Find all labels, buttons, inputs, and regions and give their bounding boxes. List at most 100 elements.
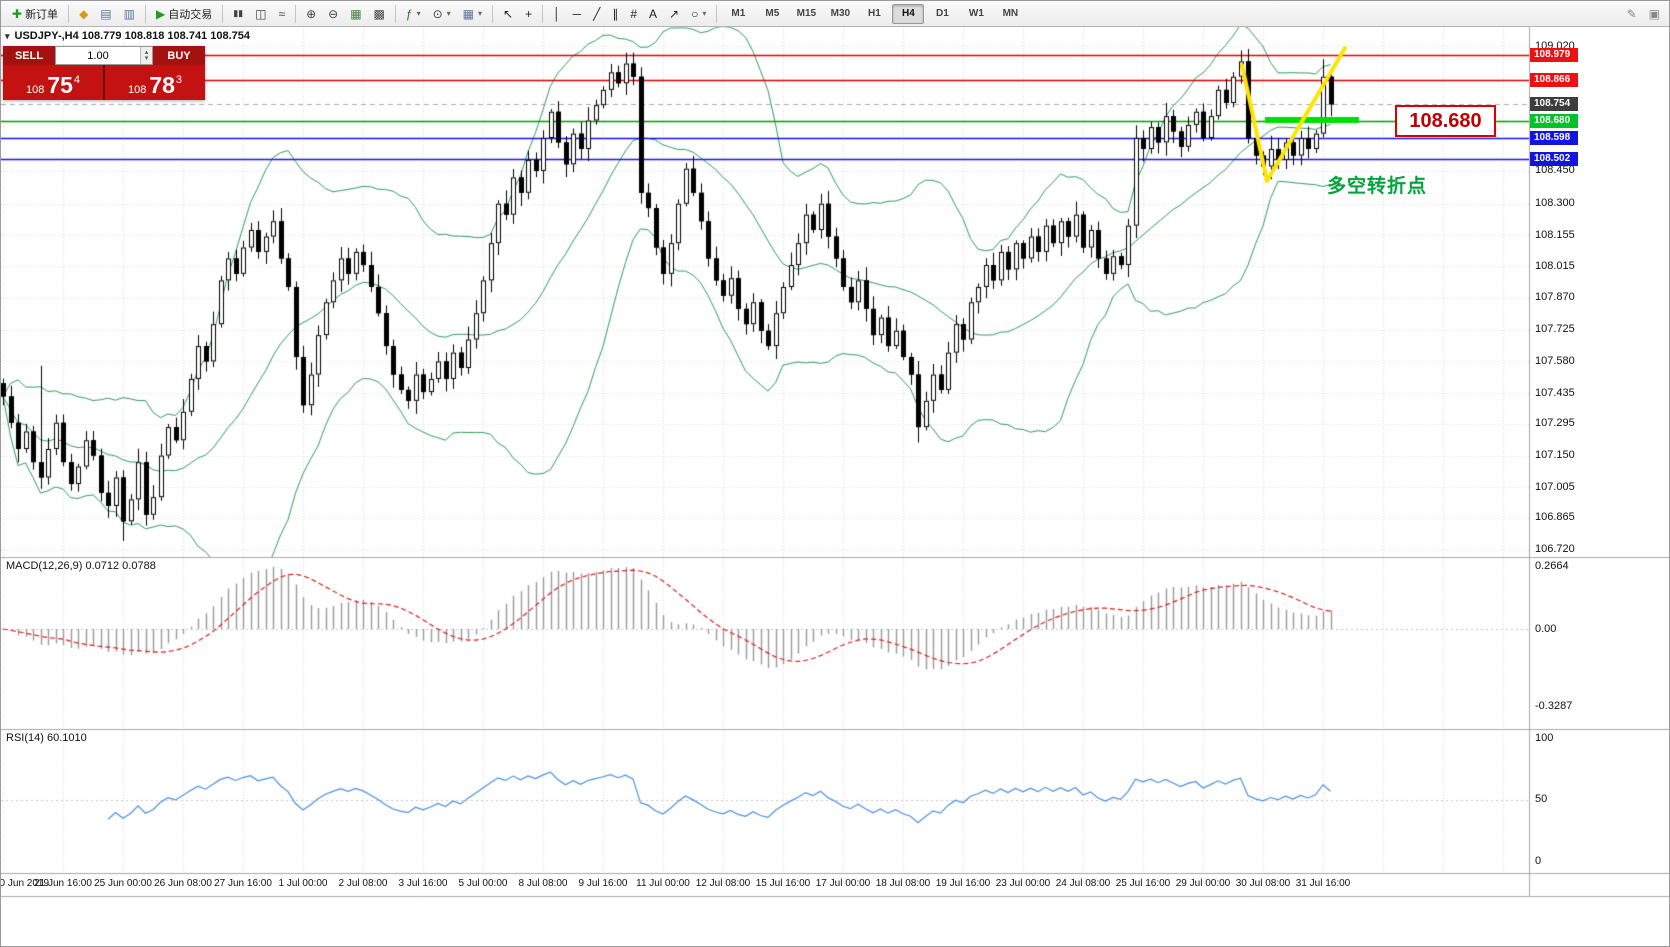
new-order-button[interactable]: ✚ 新订单 xyxy=(12,6,59,21)
window-icon[interactable]: ▣ xyxy=(1644,3,1665,25)
grid-icon[interactable]: ▦ xyxy=(345,3,366,25)
horizontal-line-icon[interactable]: ─ xyxy=(568,3,587,25)
fibonacci-icon[interactable]: # xyxy=(625,3,642,25)
volume-up-icon[interactable]: ▴ xyxy=(144,48,149,56)
candlestick-chart-icon[interactable]: ◫ xyxy=(250,3,271,25)
price-callout-box[interactable]: 108.680 xyxy=(1395,105,1496,137)
volume-spinner: ▴ ▾ xyxy=(140,47,152,64)
templates-button[interactable]: ▦ ▾ xyxy=(458,3,487,25)
arrows-icon[interactable]: ↗ xyxy=(664,3,684,25)
vertical-line-icon[interactable]: │ xyxy=(548,3,566,25)
zoom-in-icon[interactable]: ⊕ xyxy=(301,3,321,25)
arrange-windows-icon[interactable]: ▩ xyxy=(369,3,390,25)
toolbar-separator xyxy=(716,4,718,23)
time-axis-label: 17 Jul 00:00 xyxy=(815,878,871,889)
price-badge: 108.979 xyxy=(1530,48,1578,63)
timeframe-w1-button[interactable]: W1 xyxy=(968,8,984,19)
chart-symbol-header: ▾ USDJPY-,H4 108.779 108.818 108.741 108… xyxy=(5,30,250,42)
toolbar: ✚ 新订单 ◆ ▤ ▥ ▶ 自动交易 ▮▮ ◫ ≈ ⊕ ⊖ ▦ ▩ ƒ ▾ ⊙ ▾ ▦ ▾ ↖ + │ ─ ╱ ∥ # A ↗ ○ ▾ M1 M… xyxy=(1,1,1669,27)
edit-icon[interactable]: ✎ xyxy=(1622,3,1642,25)
text-icon[interactable]: A xyxy=(644,3,662,25)
timeframe-m15-button[interactable]: M15 xyxy=(796,8,817,19)
sell-button[interactable]: 108 75 4 xyxy=(3,65,103,100)
navigator-icon[interactable]: ▥ xyxy=(119,3,140,25)
vertical-line-icon: │ xyxy=(553,6,561,21)
timeframe-m5-button[interactable]: M5 xyxy=(765,8,780,19)
channel-icon[interactable]: ∥ xyxy=(607,3,623,25)
price-tick-label: 107.005 xyxy=(1535,480,1575,493)
data-window-icon: ▤ xyxy=(100,6,112,21)
zoom-in-icon: ⊕ xyxy=(306,6,317,21)
time-axis-label: 25 Jun 00:00 xyxy=(94,878,152,889)
rsi-tick-label: 100 xyxy=(1535,731,1554,744)
rsi-indicator-header: RSI(14) 60.1010 xyxy=(6,732,87,744)
rsi-tick-label: 50 xyxy=(1535,793,1548,805)
zoom-out-icon[interactable]: ⊖ xyxy=(323,3,343,25)
shapes-icon[interactable]: ○ ▾ xyxy=(686,3,711,25)
timeframe-mn-button[interactable]: MN xyxy=(1002,8,1019,19)
time-axis-label: 23 Jul 00:00 xyxy=(995,878,1051,889)
timeframe-h1-button[interactable]: H1 xyxy=(867,8,881,19)
sell-label[interactable]: SELL xyxy=(3,46,55,65)
sell-price-big: 75 xyxy=(47,72,73,99)
time-axis-label: 3 Jul 16:00 xyxy=(398,878,448,889)
data-window-icon[interactable]: ▤ xyxy=(95,3,116,25)
toolbar-separator xyxy=(492,4,494,23)
horizontal-line-icon: ─ xyxy=(572,6,582,21)
window-icon: ▣ xyxy=(1648,6,1660,21)
price-tick-label: 106.720 xyxy=(1535,543,1575,556)
macd-tick-label: 0.00 xyxy=(1535,622,1557,635)
arrows-icon: ↗ xyxy=(669,6,680,21)
time-axis-label: 26 Jun 08:00 xyxy=(154,878,212,889)
price-badge: 108.754 xyxy=(1530,97,1578,112)
fibonacci-icon: # xyxy=(630,6,638,21)
one-click-collapse-icon[interactable]: ▾ xyxy=(5,30,10,41)
volume-input[interactable] xyxy=(56,47,140,64)
price-tick-label: 107.870 xyxy=(1535,291,1575,304)
line-chart-icon[interactable]: ≈ xyxy=(273,3,290,25)
time-axis-label: 21 Jun 16:00 xyxy=(34,878,92,889)
price-tick-label: 108.450 xyxy=(1535,164,1575,177)
time-axis-label: 9 Jul 16:00 xyxy=(578,878,628,889)
price-tick-label: 107.435 xyxy=(1535,386,1575,399)
timeframe-h4-button[interactable]: H4 xyxy=(892,3,925,24)
toolbar-separator xyxy=(394,4,396,23)
buy-price-prefix: 108 xyxy=(127,84,147,96)
time-axis-label: 11 Jul 00:00 xyxy=(636,878,690,889)
indicators-button: ƒ xyxy=(405,6,413,21)
volume-down-icon[interactable]: ▾ xyxy=(144,54,149,62)
price-badge: 108.502 xyxy=(1530,152,1578,167)
chevron-down-icon: ▾ xyxy=(416,9,421,18)
timeframe-m1-button[interactable]: M1 xyxy=(731,8,746,19)
buy-label[interactable]: BUY xyxy=(153,46,205,65)
trendline-icon: ╱ xyxy=(593,6,601,21)
time-axis-label: 18 Jul 08:00 xyxy=(875,878,931,889)
crosshair-icon[interactable]: + xyxy=(520,3,537,25)
time-axis-label: 12 Jul 08:00 xyxy=(695,878,751,889)
line-chart-icon: ≈ xyxy=(278,6,286,21)
periods-button[interactable]: ⊙ ▾ xyxy=(428,3,456,25)
buy-button[interactable]: 108 78 3 xyxy=(105,65,205,100)
timeframe-d1-button[interactable]: D1 xyxy=(935,8,949,19)
timeframe-m30-button[interactable]: M30 xyxy=(830,8,851,19)
channel-icon: ∥ xyxy=(612,6,619,21)
candlestick-chart-icon: ◫ xyxy=(255,6,267,21)
bars-chart-icon[interactable]: ▮▮ xyxy=(228,3,248,25)
time-axis-label: 20 Jun 2019 xyxy=(0,878,50,889)
market-watch-icon[interactable]: ◆ xyxy=(74,3,93,25)
cursor-icon[interactable]: ↖ xyxy=(498,3,518,25)
price-tick-label: 108.155 xyxy=(1535,228,1575,241)
new-order-button: ✚ xyxy=(12,6,23,21)
buy-price-pip: 3 xyxy=(175,74,183,86)
indicators-button[interactable]: ƒ ▾ xyxy=(401,3,426,25)
templates-button: ▦ xyxy=(462,6,474,21)
volume-field: ▴ ▾ xyxy=(55,46,153,65)
time-axis-label: 29 Jul 00:00 xyxy=(1175,878,1231,889)
chevron-down-icon: ▾ xyxy=(702,9,707,18)
turning-point-annotation[interactable]: 多空转折点 xyxy=(1327,176,1428,197)
chevron-down-icon: ▾ xyxy=(478,9,483,18)
trendline-icon[interactable]: ╱ xyxy=(588,3,605,25)
autotrading-button[interactable]: ▶ 自动交易 xyxy=(155,6,213,21)
